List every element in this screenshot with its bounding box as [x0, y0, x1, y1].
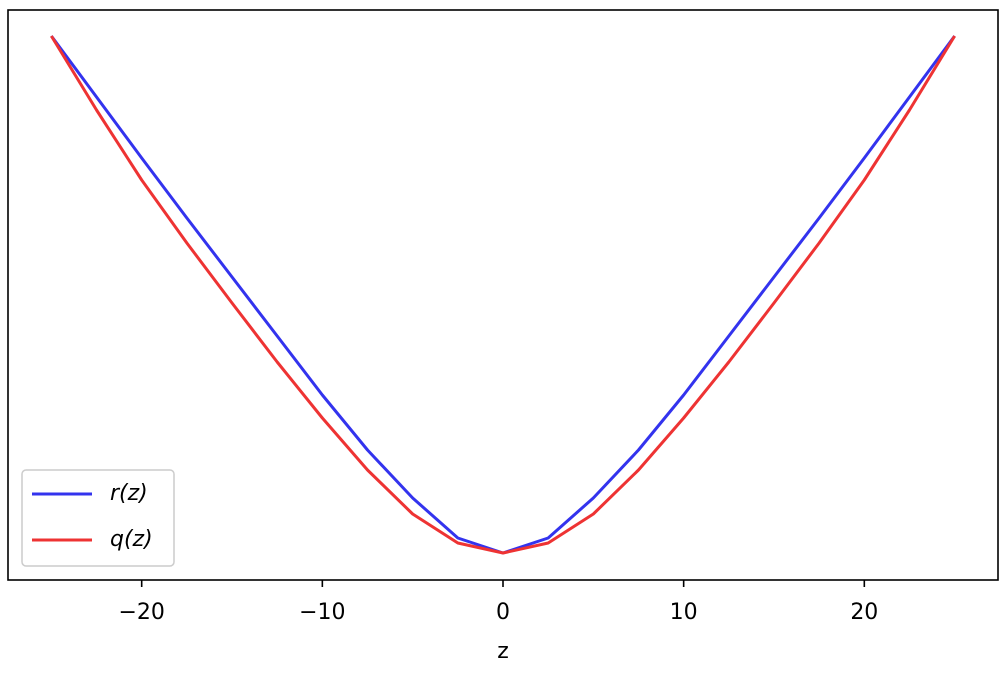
- x-tick-label: 20: [850, 600, 878, 625]
- x-tick-label: −10: [299, 600, 345, 625]
- x-axis-label: z: [497, 639, 509, 664]
- x-tick-label: 10: [670, 600, 698, 625]
- legend-label: r(z): [110, 481, 148, 506]
- legend-label: q(z): [110, 527, 153, 552]
- line: [50, 35, 956, 555]
- line: [50, 35, 956, 555]
- x-tick-label: −20: [118, 600, 164, 625]
- x-tick-label: 0: [496, 600, 510, 625]
